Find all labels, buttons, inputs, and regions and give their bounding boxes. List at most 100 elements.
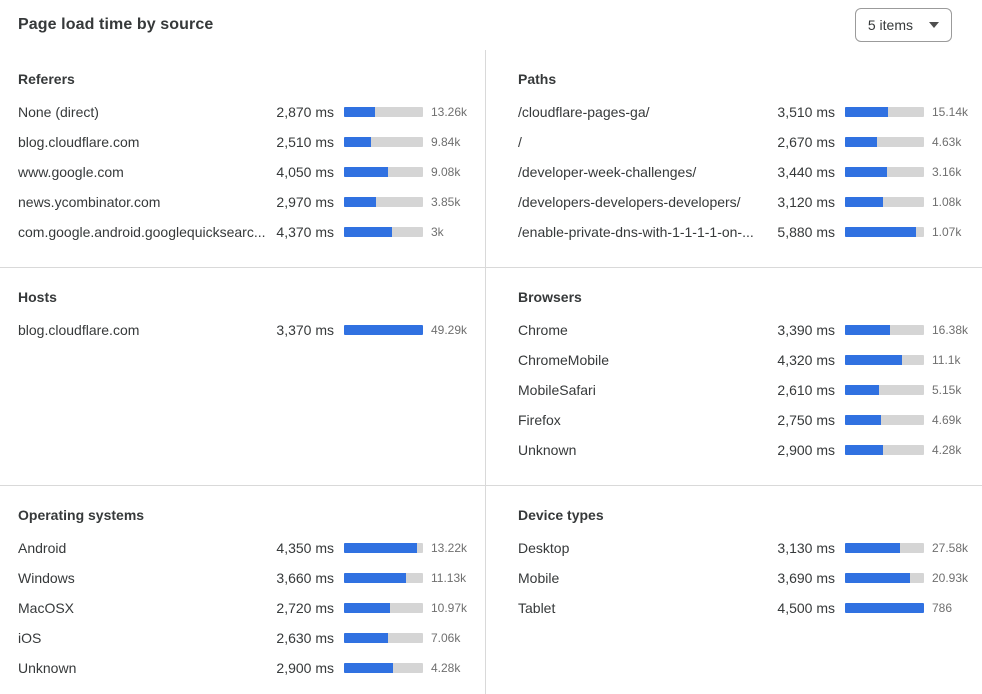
bar-fill	[845, 197, 883, 207]
row-label: Desktop	[518, 540, 570, 556]
row-load-time: 3,440 ms	[777, 164, 835, 180]
bar-track	[344, 197, 423, 207]
table-row: Windows 3,660 ms 11.13k	[18, 563, 471, 593]
table-row: blog.cloudflare.com 3,370 ms 49.29k	[18, 315, 471, 345]
row-load-time: 3,690 ms	[777, 570, 835, 586]
bar-fill	[845, 385, 880, 395]
row-label: None (direct)	[18, 104, 99, 120]
row-load-time: 2,630 ms	[276, 630, 334, 646]
panel-rows: Desktop 3,130 ms 27.58k Mobile 3,690 ms 20.93…	[518, 533, 977, 623]
row-load-time: 4,370 ms	[276, 224, 334, 240]
bar-track	[845, 543, 924, 553]
row-label: Firefox	[518, 412, 561, 428]
row-load-time: 2,970 ms	[276, 194, 334, 210]
band-middle: Hosts blog.cloudflare.com 3,370 ms 49.29k …	[0, 267, 982, 485]
row-load-time: 3,120 ms	[777, 194, 835, 210]
bar-track	[344, 573, 423, 583]
row-label: com.google.android.googlequicksearc...	[18, 224, 266, 240]
panel-hosts: Hosts blog.cloudflare.com 3,370 ms 49.29k	[0, 268, 486, 485]
bar-track	[845, 107, 924, 117]
bar-track	[845, 355, 924, 365]
items-count-dropdown[interactable]: 5 items	[854, 8, 952, 42]
table-row: www.google.com 4,050 ms 9.08k	[18, 157, 471, 187]
row-label: Android	[18, 540, 67, 556]
panel-operating-systems: Operating systems Android 4,350 ms 13.22k W…	[0, 486, 486, 694]
bar-track	[845, 197, 924, 207]
row-load-time: 2,900 ms	[276, 660, 334, 676]
bar-fill	[344, 137, 372, 147]
row-count: 15.14k	[932, 105, 969, 119]
row-count: 27.58k	[932, 541, 969, 555]
panel-title: Operating systems	[18, 507, 145, 523]
row-load-time: 5,880 ms	[777, 224, 835, 240]
items-count-value: 5 items	[867, 17, 913, 33]
row-label: news.ycombinator.com	[18, 194, 161, 210]
row-label: /developers-developers-developers/	[518, 194, 741, 210]
row-count: 5.15k	[932, 383, 962, 397]
row-load-time: 2,610 ms	[777, 382, 835, 398]
panel-rows: Chrome 3,390 ms 16.38k ChromeMobile 4,320 ms…	[518, 315, 977, 465]
bar-fill	[344, 197, 377, 207]
bar-track	[845, 415, 924, 425]
row-load-time: 3,370 ms	[276, 322, 334, 338]
row-label: www.google.com	[18, 164, 124, 180]
bar-track	[344, 167, 423, 177]
row-count: 9.08k	[431, 165, 461, 179]
row-count: 20.93k	[932, 571, 969, 585]
row-label: ChromeMobile	[518, 352, 610, 368]
row-label: blog.cloudflare.com	[18, 134, 140, 150]
row-label: MacOSX	[18, 600, 75, 616]
row-label: MobileSafari	[518, 382, 596, 398]
row-label: /cloudflare-pages-ga/	[518, 104, 650, 120]
panel-device-types: Device types Desktop 3,130 ms 27.58k Mobile…	[486, 486, 982, 694]
panel-referers: Referers None (direct) 2,870 ms 13.26k blog…	[0, 50, 486, 267]
table-row: blog.cloudflare.com 2,510 ms 9.84k	[18, 127, 471, 157]
row-count: 4.63k	[932, 135, 962, 149]
bar-track	[845, 573, 924, 583]
band-top: Referers None (direct) 2,870 ms 13.26k blog…	[0, 50, 982, 267]
row-count: 1.07k	[932, 225, 962, 239]
band-bottom: Operating systems Android 4,350 ms 13.22k W…	[0, 485, 982, 694]
panel-browsers: Browsers Chrome 3,390 ms 16.38k ChromeMobil…	[486, 268, 982, 485]
row-load-time: 2,720 ms	[276, 600, 334, 616]
bar-track	[344, 603, 423, 613]
table-row: Desktop 3,130 ms 27.58k	[518, 533, 977, 563]
row-load-time: 4,050 ms	[276, 164, 334, 180]
bar-track	[845, 445, 924, 455]
table-row: Mobile 3,690 ms 20.93k	[518, 563, 977, 593]
row-load-time: 4,320 ms	[777, 352, 835, 368]
row-count: 13.22k	[431, 541, 468, 555]
panel-rows: Android 4,350 ms 13.22k Windows 3,660 ms 11.1…	[18, 533, 471, 683]
row-load-time: 3,390 ms	[777, 322, 835, 338]
row-label: Tablet	[518, 600, 556, 616]
table-row: / 2,670 ms 4.63k	[518, 127, 977, 157]
table-row: Firefox 2,750 ms 4.69k	[518, 405, 977, 435]
bar-fill	[845, 573, 910, 583]
table-row: Unknown 2,900 ms 4.28k	[18, 653, 471, 683]
row-load-time: 2,870 ms	[276, 104, 334, 120]
chevron-down-icon	[929, 22, 939, 28]
bar-fill	[845, 167, 887, 177]
table-row: news.ycombinator.com 2,970 ms 3.85k	[18, 187, 471, 217]
table-row: Tablet 4,500 ms 786	[518, 593, 977, 623]
panel-title: Device types	[518, 507, 604, 523]
table-row: Chrome 3,390 ms 16.38k	[518, 315, 977, 345]
table-row: MobileSafari 2,610 ms 5.15k	[518, 375, 977, 405]
bar-fill	[344, 573, 406, 583]
row-label: /	[518, 134, 522, 150]
bar-fill	[344, 107, 376, 117]
panel-title: Referers	[18, 71, 75, 87]
row-load-time: 3,130 ms	[777, 540, 835, 556]
bar-fill	[344, 167, 389, 177]
panel-title: Hosts	[18, 289, 57, 305]
bar-fill	[344, 543, 418, 553]
bar-track	[845, 603, 924, 613]
header: Page load time by source 5 items	[0, 0, 982, 50]
row-count: 7.06k	[431, 631, 461, 645]
row-count: 11.13k	[431, 571, 467, 585]
row-load-time: 3,660 ms	[276, 570, 334, 586]
row-label: Chrome	[518, 322, 568, 338]
table-row: iOS 2,630 ms 7.06k	[18, 623, 471, 653]
bar-track	[845, 167, 924, 177]
bar-track	[845, 385, 924, 395]
